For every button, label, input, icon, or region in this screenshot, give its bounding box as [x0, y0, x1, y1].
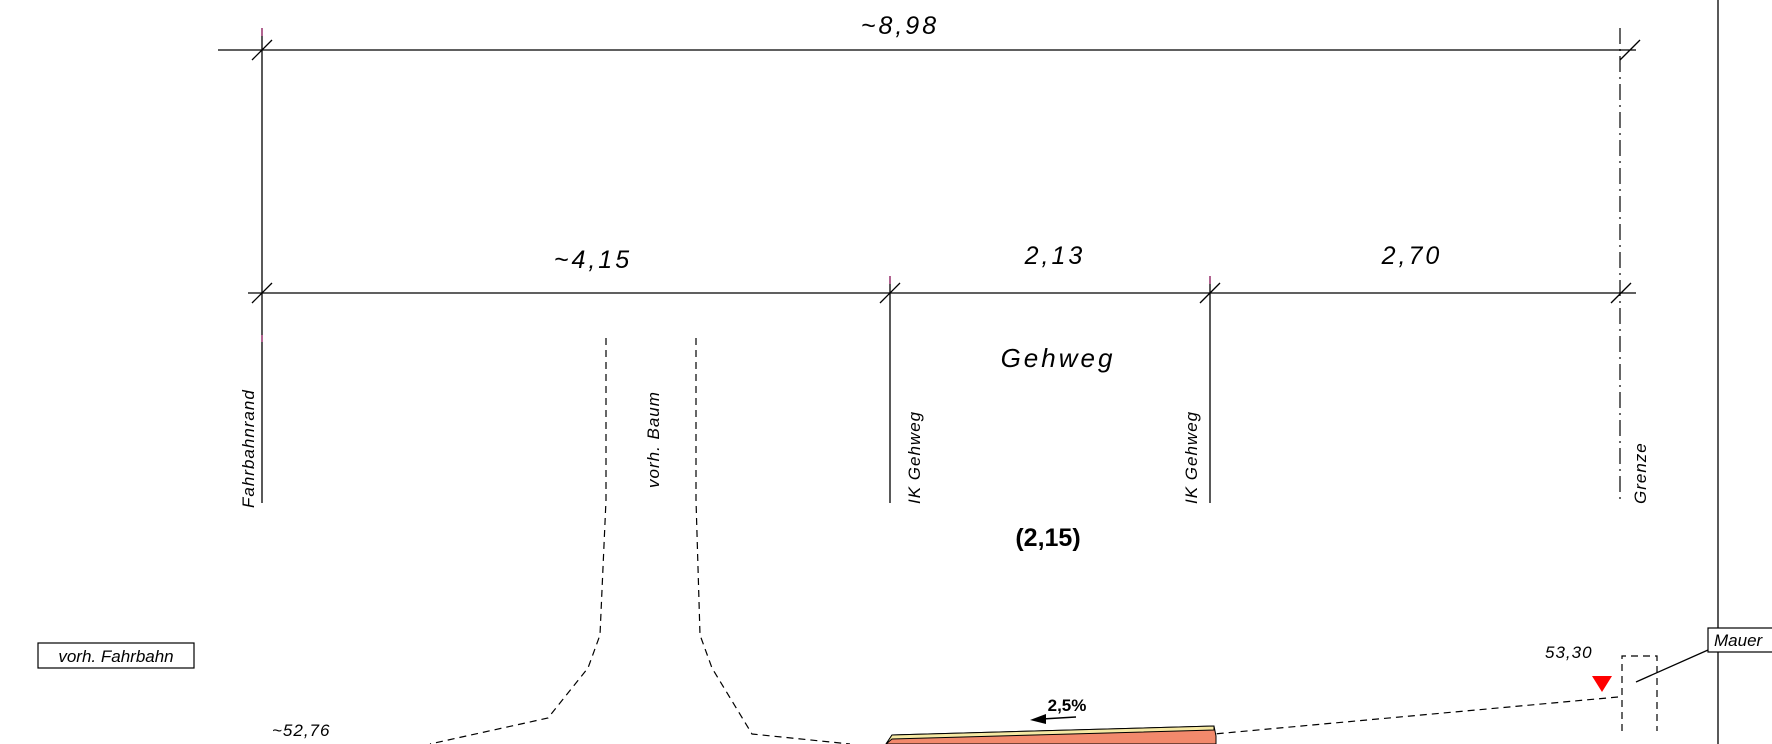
overall-dimension-value: ~8,98 — [861, 12, 939, 40]
vorh-fahrbahn-box — [37, 642, 195, 669]
tree-outline — [429, 338, 851, 744]
elevation-right: 53,30 — [1545, 643, 1593, 662]
slope-value: 2,5% — [1048, 696, 1087, 715]
mauer-label: Mauer — [1714, 631, 1764, 650]
label-vorh-baum: vorh. Baum — [644, 391, 663, 488]
label-ik-gehweg-2: IK Gehweg — [1182, 411, 1201, 504]
segment-dimension-line — [248, 276, 1636, 503]
mauer-leader — [1635, 649, 1709, 683]
overall-dimension — [218, 28, 1641, 503]
elevation-marker-icon — [1592, 676, 1612, 692]
mauer-box — [1707, 627, 1772, 653]
sidewalk-paving — [885, 725, 1217, 744]
label-ik-gehweg-1: IK Gehweg — [905, 411, 924, 504]
gehweg-width-value: (2,15) — [1015, 524, 1080, 552]
label-gehweg: Gehweg — [1001, 343, 1116, 373]
label-grenze: Grenze — [1631, 442, 1650, 504]
vorh-fahrbahn-label: vorh. Fahrbahn — [58, 647, 173, 666]
segment-3-value: 2,70 — [1381, 242, 1443, 270]
elevation-left: ~52,76 — [272, 721, 330, 740]
slope-arrow-icon — [1030, 714, 1077, 724]
segment-1-value: ~4,15 — [554, 246, 632, 274]
segment-2-value: 2,13 — [1024, 242, 1086, 270]
surface-dashed-line — [1213, 696, 1619, 735]
label-fahrbahnrand: Fahrbahnrand — [239, 389, 258, 508]
wall-outline — [1621, 655, 1658, 731]
